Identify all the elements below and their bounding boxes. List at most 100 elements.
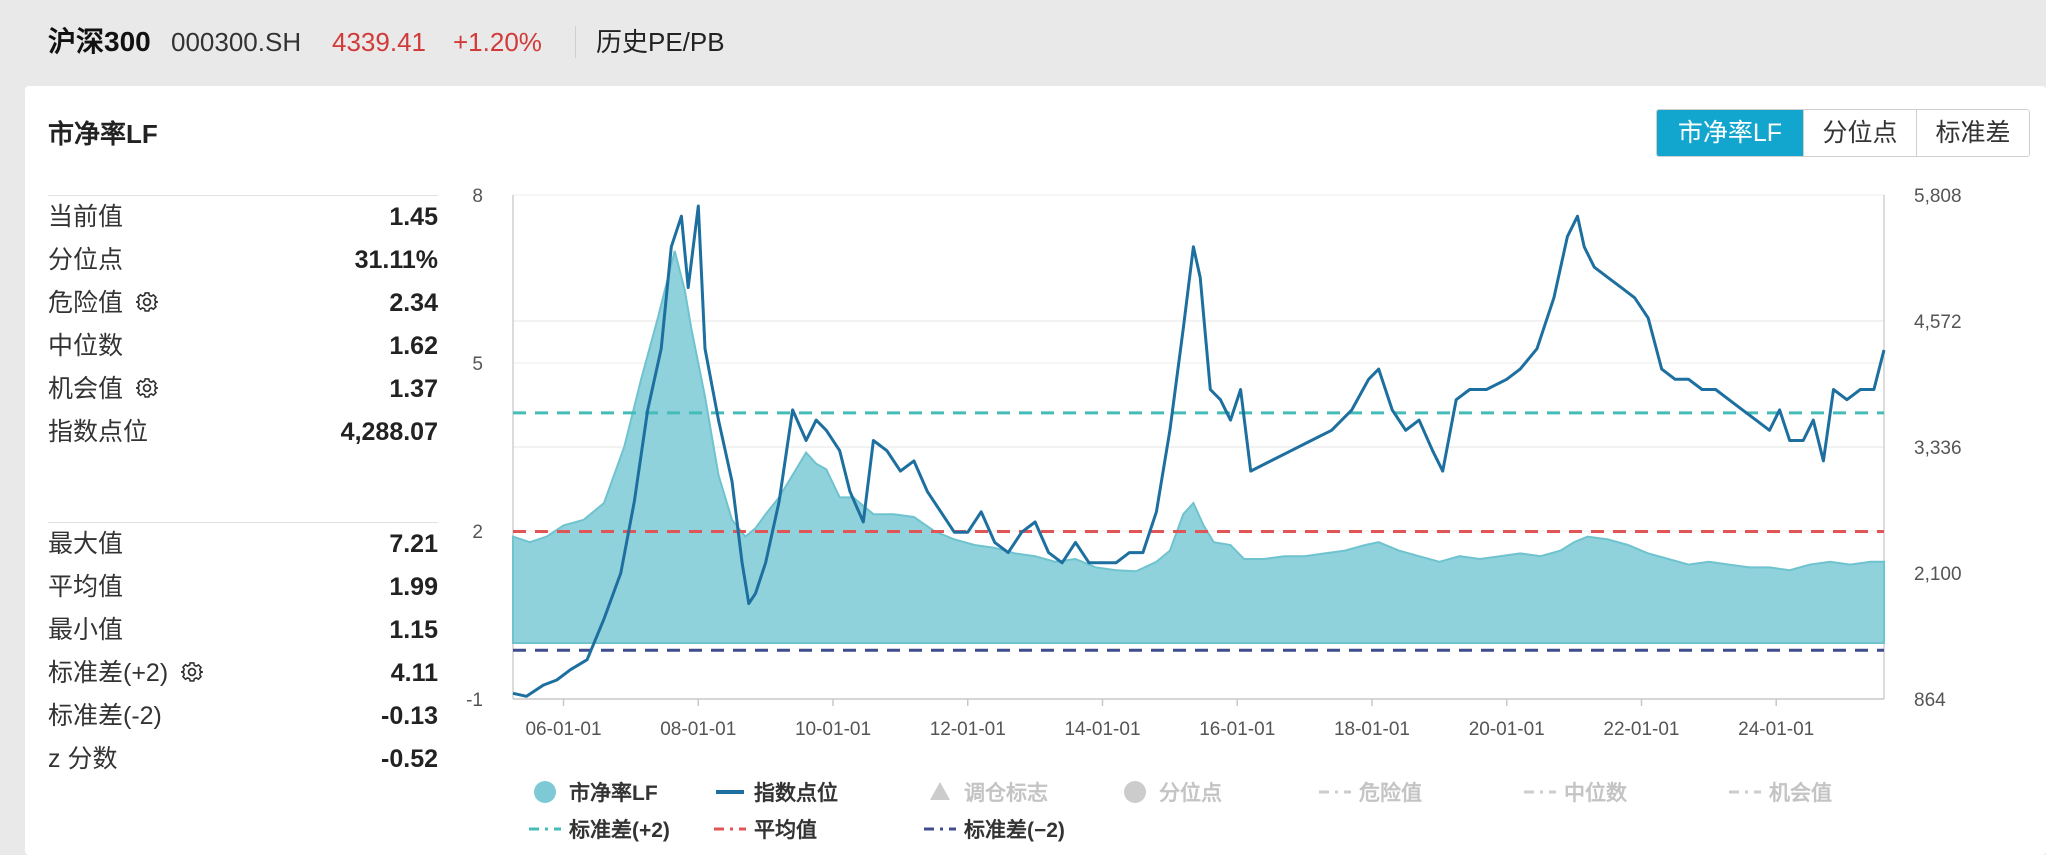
index-name: 沪深300 [48,26,151,57]
legend-dot-icon [1124,781,1146,803]
x-tick-label: 22-01-01 [1603,719,1679,740]
stat-label: 危险值 [48,289,124,317]
tab-pb-lf[interactable]: 市净率LF [1657,110,1803,156]
stat-row-max: 最大值 7.21 [48,523,438,566]
legend-label: 机会值 [1769,781,1832,805]
tab-history-pe-pb[interactable]: 历史PE/PB [596,27,725,57]
stat-value: 1.99 [389,573,438,601]
x-tick-label: 12-01-01 [930,719,1006,740]
x-tick-label: 20-01-01 [1469,719,1545,740]
legend-label: 市净率LF [569,781,658,805]
legend-item[interactable]: 平均值 [714,818,817,842]
stat-label: z 分数 [48,745,118,773]
x-tick-label: 08-01-01 [660,719,736,740]
index-level-line [512,204,1886,698]
legend-item[interactable]: 市净率LF [534,781,658,805]
metric-switcher: 市净率LF 分位点 标准差 [1656,109,2030,157]
stat-label: 标准差(+2) [48,659,169,687]
y-right-tick-label: 5,808 [1914,186,1962,207]
stat-value: 1.15 [389,616,438,644]
legend-label: 指数点位 [754,781,838,805]
index-change: +1.20% [453,27,542,57]
legend-label: 标准差(−2) [964,818,1065,842]
stat-row-danger: 危险值 2.34 [48,282,438,325]
stat-row-current: 当前值 1.45 [48,196,438,239]
gear-icon[interactable] [135,371,159,414]
legend-item[interactable]: 标准差(+2) [529,818,670,842]
legend-label: 中位数 [1564,781,1628,805]
legend-item[interactable]: 危险值 [1319,781,1422,805]
stat-value: 4.11 [390,659,438,687]
y-left-tick-label: 2 [472,522,483,543]
stat-value: 2.34 [389,289,438,317]
panel-title: 市净率LF [48,119,158,149]
stat-value: 4,288.07 [340,418,438,446]
legend-item[interactable]: 中位数 [1524,781,1628,805]
y-right-tick-label: 3,336 [1914,438,1962,459]
x-tick-label: 10-01-01 [795,719,871,740]
stat-row-median: 中位数 1.62 [48,325,438,368]
stat-row-index-level: 指数点位 4,288.07 [48,411,438,454]
header-bar: 沪深300 000300.SH 4339.41 +1.20% 历史PE/PB [0,0,2046,84]
legend-item[interactable]: 分位点 [1124,781,1222,805]
stat-value: 1.62 [389,332,438,360]
index-price: 4339.41 [332,27,426,57]
stat-value: -0.52 [381,745,438,773]
legend-dot-icon [534,781,556,803]
stats-current-group: 当前值 1.45 分位点 31.11% 危险值 2.34 中位数 1.62 机会… [48,195,438,454]
legend-label: 调仓标志 [964,781,1048,805]
legend-label: 分位点 [1159,781,1222,805]
x-tick-label: 14-01-01 [1064,719,1140,740]
stat-label: 平均值 [48,573,124,601]
tab-std-dev[interactable]: 标准差 [1916,110,2029,156]
stat-label: 中位数 [48,332,124,360]
header-divider [575,26,576,58]
divider [48,195,438,196]
stat-row-percentile: 分位点 31.11% [48,239,438,282]
y-right-tick-label: 4,572 [1914,312,1962,333]
triangle-icon [930,782,950,800]
y-right-tick-label: 2,100 [1914,564,1962,585]
gear-icon[interactable] [180,655,204,698]
legend-item[interactable]: 标准差(−2) [924,818,1065,842]
stat-value: 7.21 [389,530,438,558]
legend-item[interactable]: 指数点位 [716,781,838,805]
x-tick-label: 18-01-01 [1334,719,1410,740]
legend-item[interactable]: 调仓标志 [930,781,1048,805]
stat-value: 1.37 [389,375,438,403]
stat-label: 机会值 [48,375,124,403]
y-right-tick-label: 864 [1914,690,1946,711]
legend-label: 标准差(+2) [569,818,670,842]
stat-label: 分位点 [48,246,124,274]
stat-label: 最小值 [48,616,124,644]
stat-row-std-minus2: 标准差(-2) -0.13 [48,695,438,738]
y-left-tick-label: 8 [472,186,483,207]
stat-value: 31.11% [354,246,438,274]
legend-item[interactable]: 机会值 [1729,781,1832,805]
stat-row-z-score: z 分数 -0.52 [48,738,438,781]
x-tick-label: 06-01-01 [525,719,601,740]
y-left-tick-label: 5 [472,354,483,375]
x-tick-label: 24-01-01 [1738,719,1814,740]
y-left-tick-label: -1 [466,690,483,711]
stats-history-group: 最大值 7.21 平均值 1.99 最小值 1.15 标准差(+2) 4.11 … [48,522,438,781]
tab-percentile[interactable]: 分位点 [1803,110,1916,156]
stat-label: 最大值 [48,530,124,558]
stat-value: -0.13 [381,702,438,730]
stat-row-std-plus2: 标准差(+2) 4.11 [48,652,438,695]
stat-row-mean: 平均值 1.99 [48,566,438,609]
legend-label: 平均值 [754,818,817,842]
x-tick-label: 16-01-01 [1199,719,1275,740]
legend-label: 危险值 [1359,781,1422,805]
stat-row-min: 最小值 1.15 [48,609,438,652]
stat-label: 当前值 [48,203,124,231]
index-code: 000300.SH [171,27,302,57]
gear-icon[interactable] [135,285,159,328]
stat-value: 1.45 [389,203,438,231]
stat-label: 标准差(-2) [48,702,162,730]
divider [48,522,438,523]
pb-area-series [512,250,1885,644]
stat-row-opportunity: 机会值 1.37 [48,368,438,411]
stat-label: 指数点位 [48,418,149,446]
